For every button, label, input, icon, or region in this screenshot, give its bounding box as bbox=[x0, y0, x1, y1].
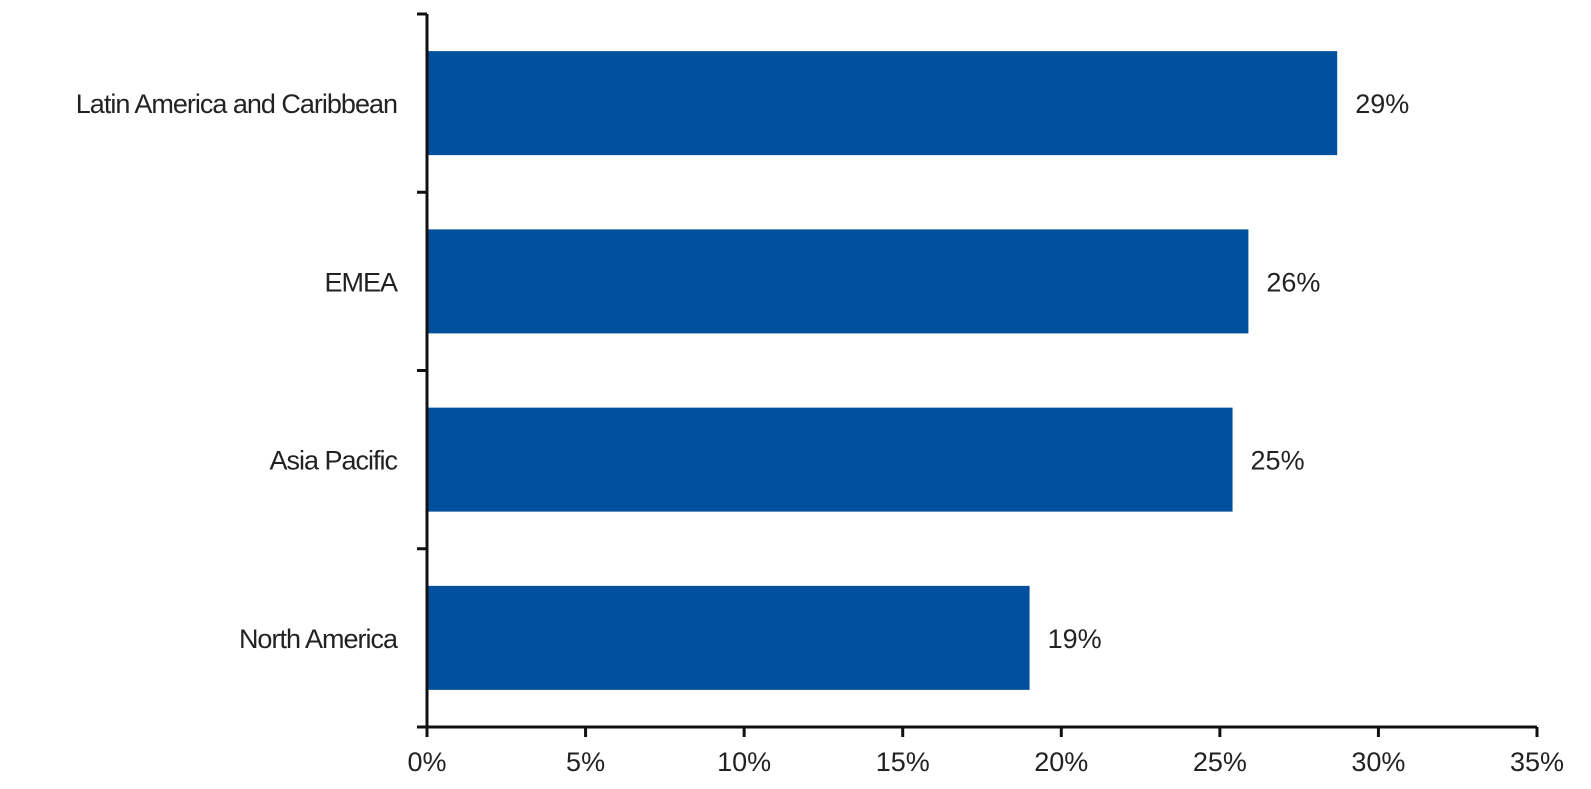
x-tick-label: 35% bbox=[1510, 747, 1564, 777]
axes-group bbox=[417, 12, 1539, 737]
bar-latin-america-and-caribbean bbox=[427, 51, 1338, 156]
x-tick-label: 20% bbox=[1034, 747, 1088, 777]
category-label: Asia Pacific bbox=[269, 446, 397, 476]
data-label: 26% bbox=[1266, 267, 1320, 297]
x-tick-label: 0% bbox=[407, 747, 446, 777]
data-label: 25% bbox=[1251, 446, 1305, 476]
category-label: North America bbox=[239, 624, 399, 654]
x-tick-label: 15% bbox=[876, 747, 930, 777]
tick-labels-group: 0% 5% 10% 15% 20% 25% 30% 35% bbox=[407, 747, 1564, 777]
bars-group bbox=[427, 51, 1338, 690]
data-label: 19% bbox=[1048, 624, 1102, 654]
bar-asia-pacific bbox=[427, 407, 1233, 512]
category-label: Latin America and Caribbean bbox=[76, 89, 397, 119]
x-tick-label: 5% bbox=[566, 747, 605, 777]
bar-emea bbox=[427, 229, 1249, 334]
data-labels-group: 29% 26% 25% 19% bbox=[1048, 89, 1410, 654]
x-tick-label: 30% bbox=[1351, 747, 1405, 777]
bar-north-america bbox=[427, 585, 1030, 690]
x-tick-label: 10% bbox=[717, 747, 771, 777]
category-labels-group: Latin America and Caribbean EMEA Asia Paci… bbox=[76, 89, 400, 654]
x-tick-label: 25% bbox=[1193, 747, 1247, 777]
data-label: 29% bbox=[1355, 89, 1409, 119]
category-label: EMEA bbox=[324, 267, 398, 297]
